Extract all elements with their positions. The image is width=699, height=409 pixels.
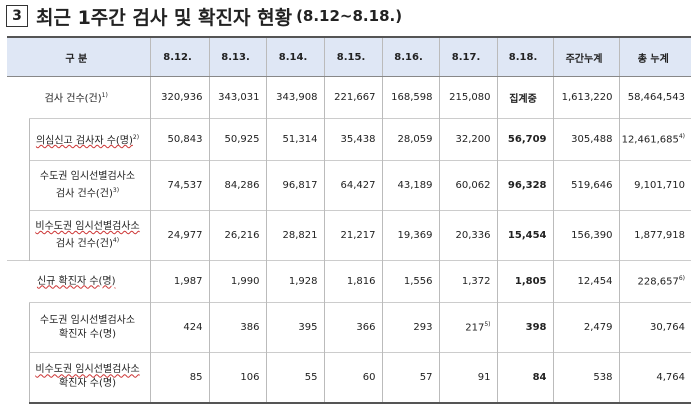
row-label: 비수도권 임시선별검사소 확진자 수(명) — [28, 352, 151, 404]
cell: 168,598 — [381, 76, 440, 119]
row-label: 검사 건수(건)1) — [7, 76, 151, 119]
header-weekly-total: 주간누계 — [552, 36, 620, 77]
cell: 84,286 — [208, 160, 267, 211]
table-row: 수도권 임시선별검사소 검사 건수(건)3) 74,537 84,286 96,8… — [7, 160, 692, 211]
cell: 320,936 — [149, 76, 210, 119]
cell: 4,764 — [618, 352, 692, 404]
cell: 156,390 — [552, 210, 620, 261]
cell: 96,328 — [496, 160, 554, 211]
cell: 19,369 — [381, 210, 440, 261]
cell: 424 — [149, 302, 210, 353]
cell: 12,454 — [552, 260, 620, 303]
cell: 1,990 — [208, 260, 267, 303]
cell: 2,479 — [552, 302, 620, 353]
cell: 1,556 — [381, 260, 440, 303]
cell: 35,438 — [323, 118, 383, 161]
table-row: 의심신고 검사자 수(명)2) 50,843 50,925 51,314 35,… — [7, 118, 692, 161]
cell: 50,843 — [149, 118, 210, 161]
cell: 1,613,220 — [552, 76, 620, 119]
cell: 398 — [496, 302, 554, 353]
cell: 9,101,710 — [618, 160, 692, 211]
cell: 1,805 — [496, 260, 554, 303]
header-date: 8.15. — [323, 36, 383, 77]
cell: 395 — [265, 302, 325, 353]
table-row: 비수도권 임시선별검사소 검사 건수(건)4) 24,977 26,216 28,… — [7, 210, 692, 261]
cell: 1,987 — [149, 260, 210, 303]
table-row: 비수도권 임시선별검사소 확진자 수(명) 85 106 55 60 57 91 … — [7, 352, 692, 404]
cell: 28,821 — [265, 210, 325, 261]
indent-cell — [7, 119, 29, 261]
cell: 32,200 — [438, 118, 498, 161]
cell: 60 — [323, 352, 383, 404]
section-title: 3 최근 1주간 검사 및 확진자 현황 (8.12~8.18.) — [6, 4, 403, 29]
header-category: 구 분 — [7, 36, 151, 77]
cell: 1,816 — [323, 260, 383, 303]
header-date: 8.18. — [496, 36, 554, 77]
cell: 57 — [381, 352, 440, 404]
cell: 55 — [265, 352, 325, 404]
cell: 343,908 — [265, 76, 325, 119]
section-number: 3 — [6, 5, 28, 27]
row-label: 신규 확진자 수(명) — [7, 260, 151, 303]
cell: 106 — [208, 352, 267, 404]
cell: 2175) — [438, 302, 498, 353]
header-date: 8.17. — [438, 36, 498, 77]
cell: 51,314 — [265, 118, 325, 161]
cell: 293 — [381, 302, 440, 353]
cell: 538 — [552, 352, 620, 404]
section-heading: 최근 1주간 검사 및 확진자 현황 — [36, 6, 293, 29]
cell: 74,537 — [149, 160, 210, 211]
cell: 215,080 — [438, 76, 498, 119]
header-row: 구 분 8.12. 8.13. 8.14. 8.15. 8.16. 8.17. … — [7, 36, 692, 77]
row-label: 비수도권 임시선별검사소 검사 건수(건)4) — [28, 210, 151, 261]
cell: 30,764 — [618, 302, 692, 353]
cell: 58,464,543 — [618, 76, 692, 119]
cell: 91 — [438, 352, 498, 404]
row-label: 의심신고 검사자 수(명)2) — [28, 118, 151, 161]
cell: 343,031 — [208, 76, 267, 119]
cell: 1,928 — [265, 260, 325, 303]
cell: 221,667 — [323, 76, 383, 119]
cell: 집계중 — [496, 76, 554, 119]
row-label: 수도권 임시선별검사소 검사 건수(건)3) — [28, 160, 151, 211]
cell: 85 — [149, 352, 210, 404]
cell: 50,925 — [208, 118, 267, 161]
cell: 1,372 — [438, 260, 498, 303]
header-grand-total: 총 누계 — [618, 36, 692, 77]
table-row: 수도권 임시선별검사소 확진자 수(명) 424 386 395 366 293 … — [7, 302, 692, 353]
cell: 20,336 — [438, 210, 498, 261]
header-date: 8.16. — [381, 36, 440, 77]
table-row: 검사 건수(건)1) 320,936 343,031 343,908 221,6… — [7, 76, 692, 119]
section-period: (8.12~8.18.) — [296, 7, 403, 25]
header-date: 8.12. — [149, 36, 210, 77]
cell: 64,427 — [323, 160, 383, 211]
cell: 26,216 — [208, 210, 267, 261]
cell: 84 — [496, 352, 554, 404]
table-row: 신규 확진자 수(명) 1,987 1,990 1,928 1,816 1,55… — [7, 260, 692, 303]
weekly-test-table: 구 분 8.12. 8.13. 8.14. 8.15. 8.16. 8.17. … — [7, 36, 692, 404]
cell: 1,877,918 — [618, 210, 692, 261]
cell: 386 — [208, 302, 267, 353]
cell: 228,6576) — [618, 260, 692, 303]
header-date: 8.14. — [265, 36, 325, 77]
cell: 43,189 — [381, 160, 440, 211]
cell: 56,709 — [496, 118, 554, 161]
cell: 12,461,6854) — [618, 118, 692, 161]
cell: 24,977 — [149, 210, 210, 261]
row-label: 수도권 임시선별검사소 확진자 수(명) — [28, 302, 151, 353]
cell: 28,059 — [381, 118, 440, 161]
indent-cell — [7, 303, 29, 403]
header-date: 8.13. — [208, 36, 267, 77]
cell: 21,217 — [323, 210, 383, 261]
cell: 96,817 — [265, 160, 325, 211]
cell: 305,488 — [552, 118, 620, 161]
cell: 60,062 — [438, 160, 498, 211]
cell: 519,646 — [552, 160, 620, 211]
cell: 15,454 — [496, 210, 554, 261]
cell: 366 — [323, 302, 383, 353]
